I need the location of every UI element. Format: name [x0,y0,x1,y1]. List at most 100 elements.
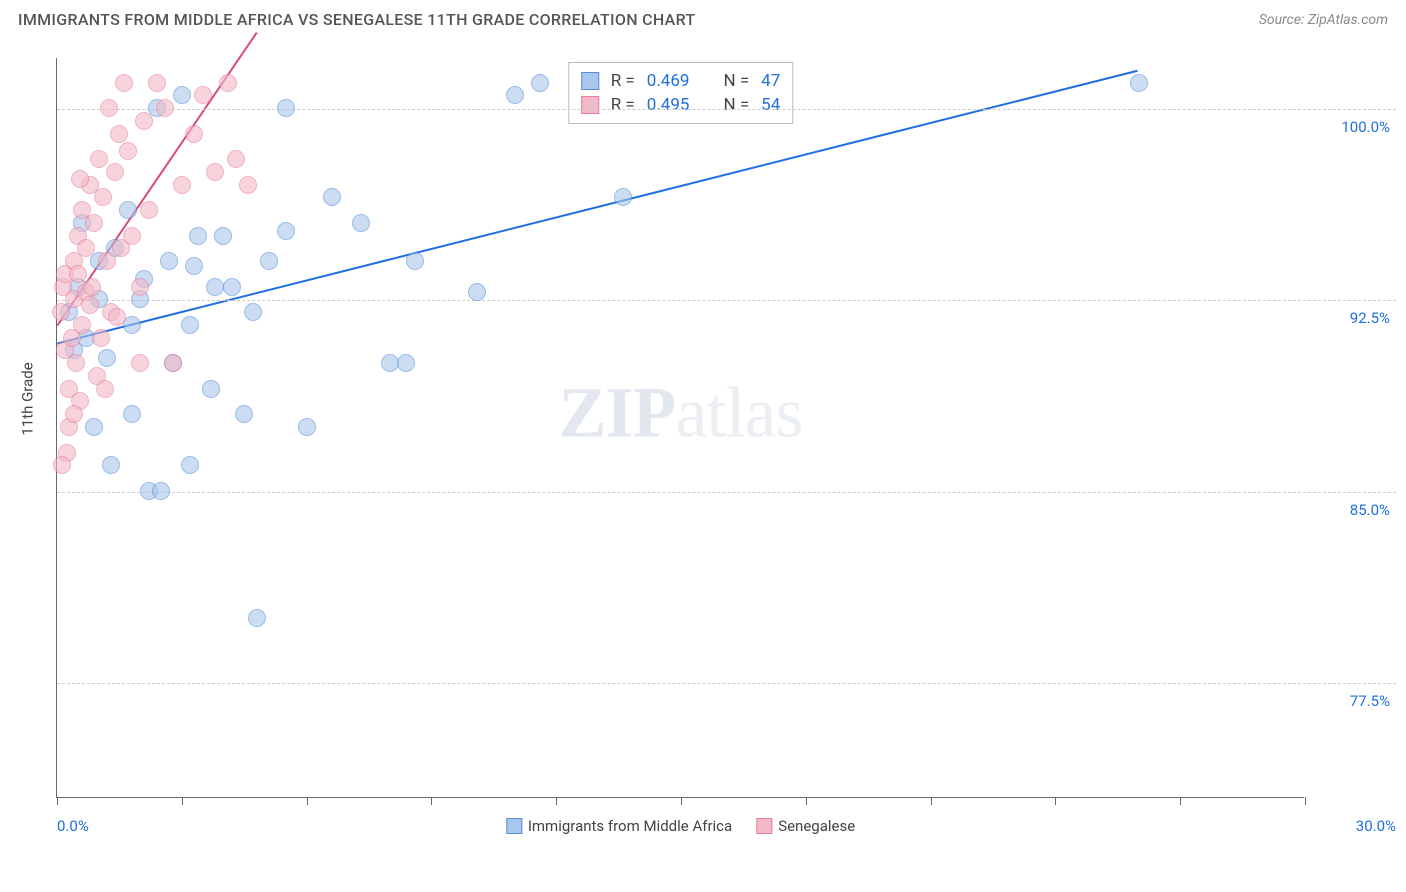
scatter-point [244,303,262,321]
scatter-point [106,163,124,181]
y-axis-label-container: 11th Grade [0,0,56,798]
scatter-point [160,252,178,270]
scatter-point [164,354,182,372]
correlation-stats-box: R = 0.469 N = 47 R = 0.495 N = 54 [568,62,794,124]
gridline-h [57,109,1396,110]
legend-item: Senegalese [756,817,855,835]
scatter-point [131,278,149,296]
scatter-point [219,74,237,92]
x-tick [556,797,557,805]
chart-title: IMMIGRANTS FROM MIDDLE AFRICA VS SENEGAL… [18,10,695,29]
scatter-point [381,354,399,372]
y-axis-label: 11th Grade [19,362,37,435]
scatter-point [235,405,253,423]
stats-row: R = 0.495 N = 54 [581,93,781,117]
y-tick-label: 92.5% [1350,309,1390,327]
trend-lines [57,58,1304,797]
scatter-point [85,418,103,436]
x-tick [57,797,58,805]
scatter-point [67,354,85,372]
scatter-point [214,227,232,245]
y-tick-label: 100.0% [1341,118,1390,136]
x-tick [307,797,308,805]
scatter-point [81,296,99,314]
x-tick [1305,797,1306,805]
scatter-point [406,252,424,270]
x-tick [182,797,183,805]
scatter-point [85,214,103,232]
scatter-point [323,188,341,206]
chart-source: Source: ZipAtlas.com [1259,12,1388,28]
scatter-point [102,456,120,474]
scatter-point [506,86,524,104]
r-value: 0.495 [647,95,690,115]
n-value: 47 [761,71,780,91]
scatter-point [206,278,224,296]
scatter-point [260,252,278,270]
scatter-point [131,354,149,372]
x-tick [681,797,682,805]
scatter-point [277,99,295,117]
scatter-point [1130,74,1148,92]
x-axis-min-label: 0.0% [57,817,89,835]
n-label: N = [723,71,749,91]
scatter-point [83,278,101,296]
x-axis-max-label: 30.0% [1356,817,1396,835]
y-tick-label: 77.5% [1350,692,1390,710]
scatter-point [71,170,89,188]
scatter-point [468,283,486,301]
scatter-point [53,456,71,474]
r-value: 0.469 [647,71,690,91]
n-label: N = [723,95,749,115]
chart-header: IMMIGRANTS FROM MIDDLE AFRICA VS SENEGAL… [0,0,1406,35]
x-tick [931,797,932,805]
x-tick [806,797,807,805]
scatter-point [181,456,199,474]
scatter-point [185,257,203,275]
scatter-point [397,354,415,372]
scatter-point [108,308,126,326]
gridline-h [57,683,1396,684]
legend-label: Senegalese [778,817,855,835]
r-label: R = [611,95,635,115]
scatter-point [206,163,224,181]
legend-swatch [581,72,599,90]
legend-label: Immigrants from Middle Africa [528,817,732,835]
x-tick [1055,797,1056,805]
scatter-point [298,418,316,436]
scatter-point [98,349,116,367]
watermark-atlas: atlas [676,372,803,452]
gridline-h [57,492,1396,493]
scatter-point [531,74,549,92]
scatter-point [135,112,153,130]
scatter-point [94,188,112,206]
stats-row: R = 0.469 N = 47 [581,69,781,93]
legend-item: Immigrants from Middle Africa [506,817,732,835]
scatter-point [119,201,137,219]
scatter-point [181,316,199,334]
x-tick [431,797,432,805]
bottom-legend: Immigrants from Middle Africa Senegalese [506,817,855,835]
scatter-point [123,405,141,423]
scatter-point [152,482,170,500]
scatter-point [277,222,295,240]
n-value: 54 [761,95,780,115]
scatter-point [115,74,133,92]
scatter-point [239,176,257,194]
scatter-point [173,176,191,194]
scatter-point [96,380,114,398]
scatter-point [92,329,110,347]
scatter-point [248,609,266,627]
scatter-point [173,86,191,104]
scatter-point [614,188,632,206]
watermark-zip: ZIP [559,372,676,452]
x-tick [1180,797,1181,805]
r-label: R = [611,71,635,91]
gridline-h [57,300,1396,301]
scatter-point [119,142,137,160]
legend-swatch [756,818,772,834]
scatter-point [69,265,87,283]
scatter-point [185,125,203,143]
legend-swatch [581,96,599,114]
scatter-point [223,278,241,296]
